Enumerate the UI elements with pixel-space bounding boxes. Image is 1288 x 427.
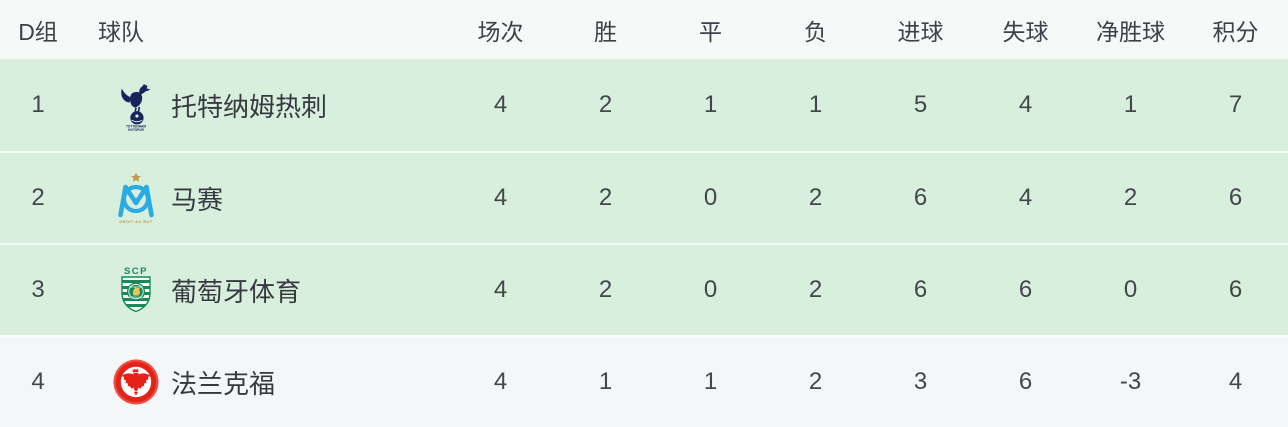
goal-diff-cell: 0: [1123, 276, 1138, 303]
rank-cell: 4: [31, 368, 45, 395]
svg-text:SPORTING: SPORTING: [129, 285, 143, 289]
svg-text:PORTUGAL: PORTUGAL: [129, 296, 144, 300]
played-cell: 4: [493, 276, 508, 303]
header-drawn: 平: [699, 18, 722, 45]
lost-cell: 2: [808, 368, 823, 395]
drawn-cell: 1: [703, 368, 718, 395]
rank-cell: 1: [31, 91, 45, 118]
team-name: 葡萄牙体育: [171, 276, 302, 307]
header-won: 胜: [594, 18, 617, 45]
header-played: 场次: [477, 18, 524, 45]
header-goal-diff: 净胜球: [1096, 18, 1165, 45]
rank-cell: 2: [31, 184, 45, 211]
played-cell: 4: [493, 91, 508, 118]
won-cell: 2: [598, 184, 613, 211]
team-cell: 法兰克福: [76, 356, 448, 408]
tottenham-hotspur-crest-icon: TOTTENHAM HOTSPUR: [113, 79, 159, 131]
won-cell: 2: [598, 276, 613, 303]
svg-text:DROIT AU BUT: DROIT AU BUT: [119, 219, 152, 224]
marseille-crest-icon: DROIT AU BUT: [113, 172, 159, 224]
drawn-cell: 0: [703, 184, 718, 211]
goals-against-cell: 6: [1018, 276, 1033, 303]
rank-cell: 3: [31, 276, 45, 303]
goal-diff-cell: 2: [1123, 184, 1138, 211]
goals-for-cell: 3: [913, 368, 928, 395]
team-name: 法兰克福: [171, 368, 276, 399]
table-header-row: D组 球队 场次 胜 平 负 进球 失球 净胜球 积分: [0, 0, 1288, 59]
table-row-tottenham[interactable]: 1 TOTTENHAM HOTSPUR 托特纳姆热刺 4 2 1: [0, 59, 1288, 151]
points-cell: 4: [1228, 368, 1243, 395]
table-row-sporting[interactable]: 3 SCP: [0, 243, 1288, 335]
played-cell: 4: [493, 184, 508, 211]
header-goals-against: 失球: [1002, 18, 1049, 45]
goals-against-cell: 4: [1018, 184, 1033, 211]
goal-diff-cell: -3: [1119, 368, 1142, 395]
header-lost: 负: [804, 18, 827, 45]
won-cell: 2: [598, 91, 613, 118]
header-points: 积分: [1212, 18, 1259, 45]
goals-for-cell: 6: [913, 184, 928, 211]
goals-against-cell: 6: [1018, 368, 1033, 395]
svg-text:TOTTENHAM: TOTTENHAM: [126, 125, 146, 129]
played-cell: 4: [493, 368, 508, 395]
svg-text:HOTSPUR: HOTSPUR: [128, 128, 144, 131]
points-cell: 7: [1228, 91, 1243, 118]
table-row-marseille[interactable]: 2 DROIT AU BUT 马赛 4 2 0 2 6 4 2 6: [0, 151, 1288, 243]
goals-for-cell: 6: [913, 276, 928, 303]
lost-cell: 1: [808, 91, 823, 118]
team-name: 托特纳姆热刺: [171, 91, 328, 122]
header-goals-for: 进球: [897, 18, 944, 45]
svg-text:SCP: SCP: [124, 266, 148, 277]
goals-against-cell: 4: [1018, 91, 1033, 118]
eintracht-frankfurt-crest-icon: [113, 356, 159, 408]
sporting-cp-crest-icon: SCP SPORTING PORTUGAL: [113, 264, 159, 316]
team-name: 马赛: [171, 184, 224, 215]
header-group: D组: [18, 18, 58, 45]
header-team: 球队: [98, 18, 144, 45]
team-cell: SCP SPORTING PORTUGAL 葡萄牙体育: [76, 264, 448, 316]
table-row-frankfurt[interactable]: 4 法兰克福 4 1 1 2: [0, 335, 1288, 427]
team-cell: DROIT AU BUT 马赛: [76, 172, 448, 224]
drawn-cell: 1: [703, 91, 718, 118]
goals-for-cell: 5: [913, 91, 928, 118]
won-cell: 1: [598, 368, 613, 395]
team-cell: TOTTENHAM HOTSPUR 托特纳姆热刺: [76, 79, 448, 131]
lost-cell: 2: [808, 184, 823, 211]
goal-diff-cell: 1: [1123, 91, 1138, 118]
drawn-cell: 0: [703, 276, 718, 303]
points-cell: 6: [1228, 184, 1243, 211]
points-cell: 6: [1228, 276, 1243, 303]
lost-cell: 2: [808, 276, 823, 303]
